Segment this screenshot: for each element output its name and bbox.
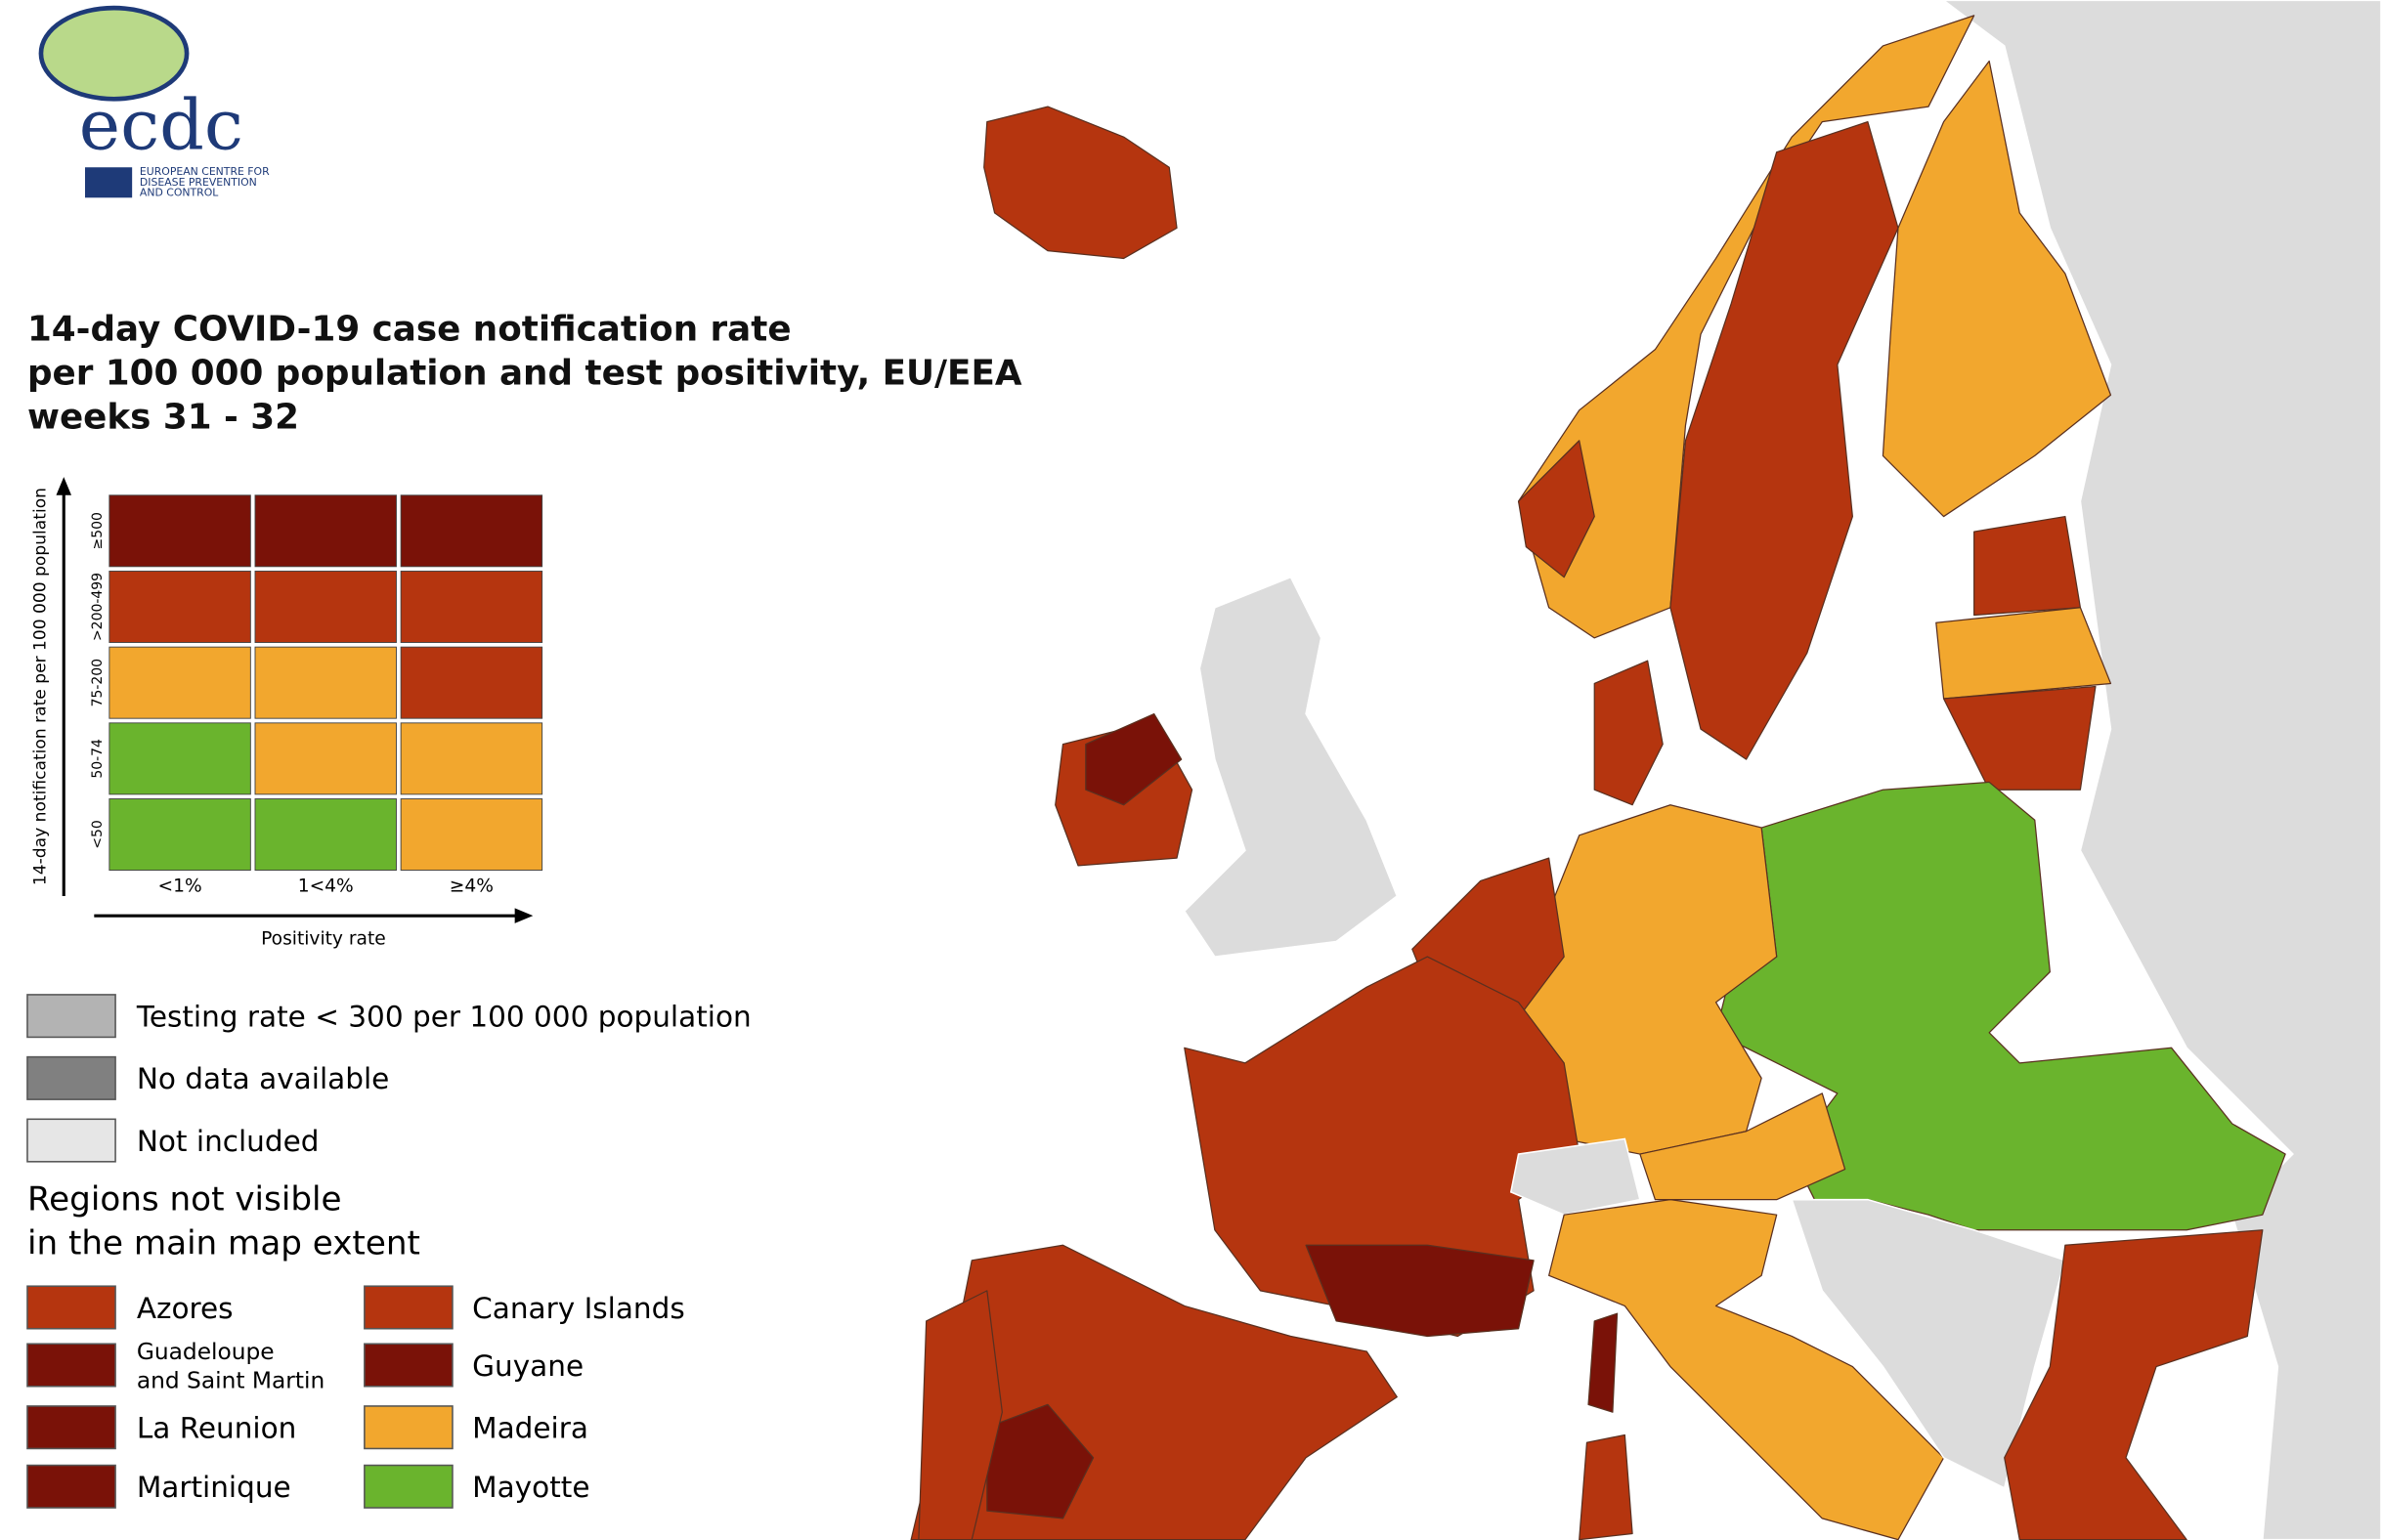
matrix-cell (400, 571, 543, 643)
bulgaria-greece (2004, 1229, 2264, 1540)
title-line: per 100 000 population and test positivi… (27, 353, 1022, 393)
x-axis-label: Positivity rate (261, 929, 386, 950)
northern-ireland (1085, 712, 1183, 806)
iceland (983, 106, 1178, 260)
title-line: 14-day COVID-19 case notification rate (27, 309, 792, 349)
region-label: and Saint Martin (137, 1367, 325, 1393)
logo-org: AND CONTROL (140, 187, 218, 199)
row-label: ≥500 (90, 512, 106, 549)
legend-swatch (26, 1118, 116, 1163)
legend-swatch (26, 1055, 116, 1100)
column-label: ≥4% (450, 876, 494, 896)
logo: ecdc EUROPEAN CENTRE FOR DISEASE PREVENT… (38, 5, 270, 199)
legend: Testing rate < 300 per 100 000 populatio… (26, 994, 752, 1163)
region-swatch (364, 1405, 454, 1450)
region-swatch (26, 1343, 116, 1388)
region-swatch (26, 1285, 116, 1330)
legend-label: Not included (137, 1125, 320, 1158)
finland (1882, 60, 2112, 518)
region-label: Guyane (472, 1349, 584, 1383)
matrix-cell (400, 722, 543, 795)
column-label: <1% (158, 876, 202, 896)
legend-label: Testing rate < 300 per 100 000 populatio… (136, 1001, 752, 1034)
row-label: 75-200 (90, 659, 106, 706)
matrix-cell (254, 722, 397, 795)
latvia (1935, 607, 2112, 700)
region-label: Martinique (137, 1471, 291, 1504)
regions-heading-line: Regions not visible (27, 1180, 342, 1219)
estonia (1973, 515, 2082, 617)
logo-org: EUROPEAN CENTRE FOR (140, 165, 270, 178)
central-east (1714, 781, 2286, 1231)
switzerland (1509, 1137, 1641, 1217)
map (910, 0, 2381, 1540)
norway-west (1517, 440, 1595, 578)
france (1184, 956, 1580, 1338)
matrix-cell (400, 494, 543, 568)
spain-centre (986, 1403, 1095, 1519)
row-label: >200-499 (90, 573, 106, 641)
norway (1517, 15, 1975, 639)
matrix-cell (108, 571, 251, 643)
united-kingdom (1183, 576, 1399, 958)
title: 14-day COVID-19 case notification rate p… (27, 309, 1022, 437)
region-label: Guadeloupe (137, 1339, 275, 1365)
regions-heading-line: in the main map extent (27, 1224, 420, 1263)
matrix-cell (254, 494, 397, 568)
matrix-cell (254, 646, 397, 719)
logo-globe (38, 5, 190, 102)
region-label: Mayotte (472, 1471, 589, 1504)
y-axis-label: 14-day notification rate per 100 000 pop… (31, 488, 51, 885)
regions-heading: Regions not visible in the main map exte… (27, 1180, 420, 1263)
lithuania (1942, 685, 2097, 791)
column-label: 1<4% (298, 876, 354, 896)
matrix-cell (108, 646, 251, 719)
matrix-cell (400, 646, 543, 719)
eu-flag (85, 167, 133, 198)
sardinia (1579, 1433, 1633, 1540)
denmark (1593, 660, 1664, 806)
y-arrow-head (56, 477, 72, 495)
region-label: Canary Islands (472, 1292, 685, 1325)
x-arrow-head (514, 908, 534, 923)
logo-acronym: ecdc (79, 85, 243, 166)
region-swatch (364, 1464, 454, 1509)
region-label: La Reunion (137, 1412, 297, 1445)
row-label: 50-74 (90, 739, 106, 779)
row-label: <50 (90, 820, 106, 848)
title-line: weeks 31 - 32 (27, 397, 299, 437)
matrix-cell (254, 798, 397, 872)
region-label: Madeira (472, 1412, 588, 1445)
austria (1639, 1092, 1846, 1201)
region-label: Azores (137, 1292, 234, 1325)
france-south (1305, 1244, 1535, 1338)
matrix-cell (108, 798, 251, 872)
sweden (1669, 121, 1899, 760)
matrix-cell (108, 494, 251, 568)
region-swatch (26, 1405, 116, 1450)
matrix-cell (254, 571, 397, 643)
region-swatch (26, 1464, 116, 1509)
legend-swatch (26, 994, 116, 1039)
matrix-legend: 14-day notification rate per 100 000 pop… (31, 477, 543, 950)
region-swatch (364, 1285, 454, 1330)
legend-label: No data available (137, 1062, 389, 1095)
matrix-cell (400, 798, 543, 872)
matrix-cell (108, 722, 251, 795)
region-swatch (364, 1343, 454, 1388)
corsica (1587, 1312, 1619, 1413)
logo-org: DISEASE PREVENTION (140, 176, 257, 189)
portugal (918, 1290, 1003, 1540)
